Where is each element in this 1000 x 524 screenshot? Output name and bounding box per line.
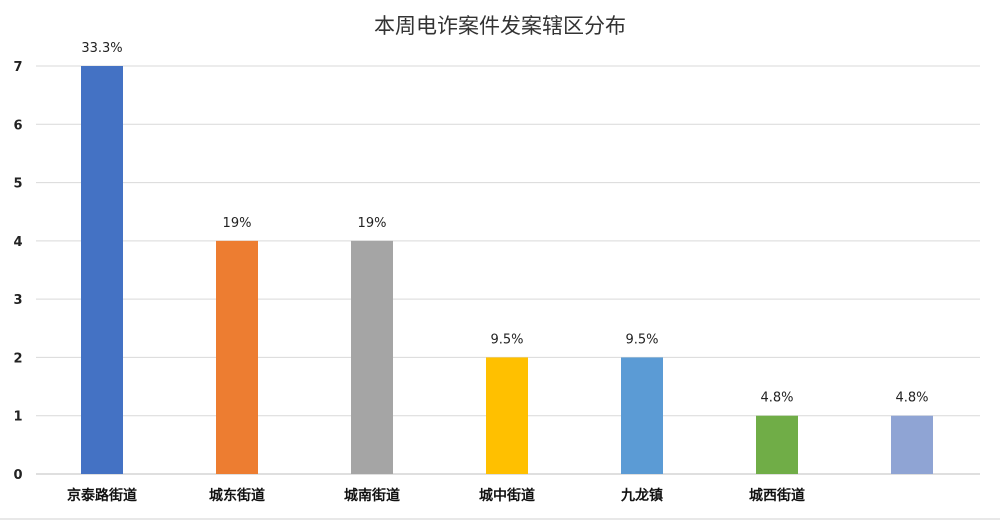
x-axis-ticks: 京泰路街道 城东街道 城南街道 城中街道 九龙镇 城西街道 xyxy=(67,487,805,504)
y-tick-label: 6 xyxy=(13,118,22,133)
x-tick-label: 城中街道 xyxy=(479,487,535,504)
y-tick-label: 1 xyxy=(13,410,22,425)
bar xyxy=(216,240,258,474)
y-tick-label: 3 xyxy=(13,293,22,308)
x-tick-label: 京泰路街道 xyxy=(67,487,137,504)
data-labels: 33.3% 19% 19% 9.5% 9.5% 4.8% 4.8% xyxy=(81,41,928,406)
data-label: 33.3% xyxy=(81,41,122,56)
bar xyxy=(486,357,528,474)
data-label: 19% xyxy=(358,216,387,231)
x-tick-label: 九龙镇 xyxy=(620,487,663,504)
x-tick-label: 城西街道 xyxy=(749,487,805,504)
bar xyxy=(756,415,798,474)
y-tick-label: 4 xyxy=(13,235,22,250)
gridlines xyxy=(0,65,1000,520)
data-label: 9.5% xyxy=(490,332,523,347)
y-axis-ticks: 0 1 2 3 4 5 6 7 xyxy=(13,60,22,483)
data-label: 4.8% xyxy=(895,391,928,406)
y-tick-label: 7 xyxy=(13,60,22,75)
data-label: 4.8% xyxy=(760,391,793,406)
x-tick-label: 城南街道 xyxy=(344,487,400,504)
data-label: 19% xyxy=(223,216,252,231)
y-tick-label: 0 xyxy=(13,468,22,483)
data-label: 9.5% xyxy=(625,332,658,347)
bars xyxy=(81,66,933,474)
x-tick-label: 城东街道 xyxy=(209,487,265,504)
bar xyxy=(891,415,933,474)
bar xyxy=(81,66,123,474)
y-tick-label: 2 xyxy=(13,351,22,366)
chart-title: 本周电诈案件发案辖区分布 xyxy=(374,14,626,38)
bar xyxy=(351,240,393,474)
bar xyxy=(621,357,663,474)
y-tick-label: 5 xyxy=(13,177,22,192)
